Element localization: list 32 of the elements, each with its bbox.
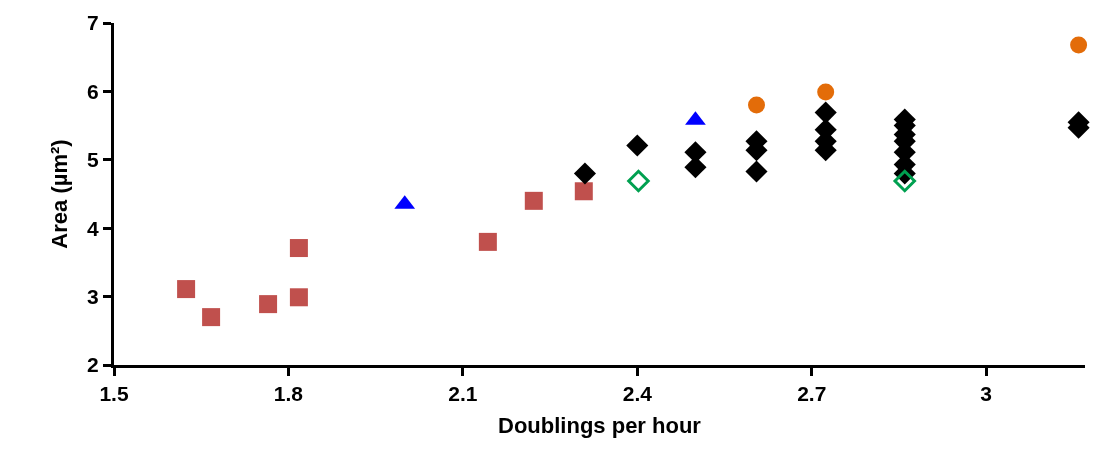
y-axis-title: Area (µm²) [46, 139, 72, 249]
x-tick-label: 1.5 [99, 382, 129, 406]
x-axis-title: Doublings per hour [498, 413, 702, 439]
point [289, 288, 308, 307]
point [259, 295, 278, 314]
point [524, 191, 543, 210]
y-tick-label: 2 [87, 353, 99, 377]
x-tick-label: 2.1 [448, 382, 478, 406]
y-tick-label: 3 [87, 284, 99, 308]
x-tick-label: 1.8 [273, 382, 304, 406]
point [1070, 36, 1088, 54]
point [626, 134, 649, 157]
x-tick-label: 3 [980, 382, 992, 406]
point [817, 83, 835, 101]
point [814, 101, 837, 124]
point [289, 239, 308, 258]
point [478, 232, 497, 251]
x-tick-label: 2.7 [797, 382, 827, 406]
point [684, 156, 707, 179]
point [177, 280, 196, 299]
y-tick-label: 4 [87, 216, 100, 240]
y-tick-label: 5 [87, 148, 100, 172]
point [745, 160, 768, 183]
point [202, 308, 221, 327]
point [573, 162, 597, 185]
point [748, 96, 765, 114]
x-tick-label: 2.4 [622, 382, 653, 406]
y-tick-label: 7 [87, 11, 99, 35]
point [574, 182, 593, 201]
y-tick-label: 6 [87, 79, 99, 103]
point [893, 169, 916, 193]
point [627, 169, 650, 193]
